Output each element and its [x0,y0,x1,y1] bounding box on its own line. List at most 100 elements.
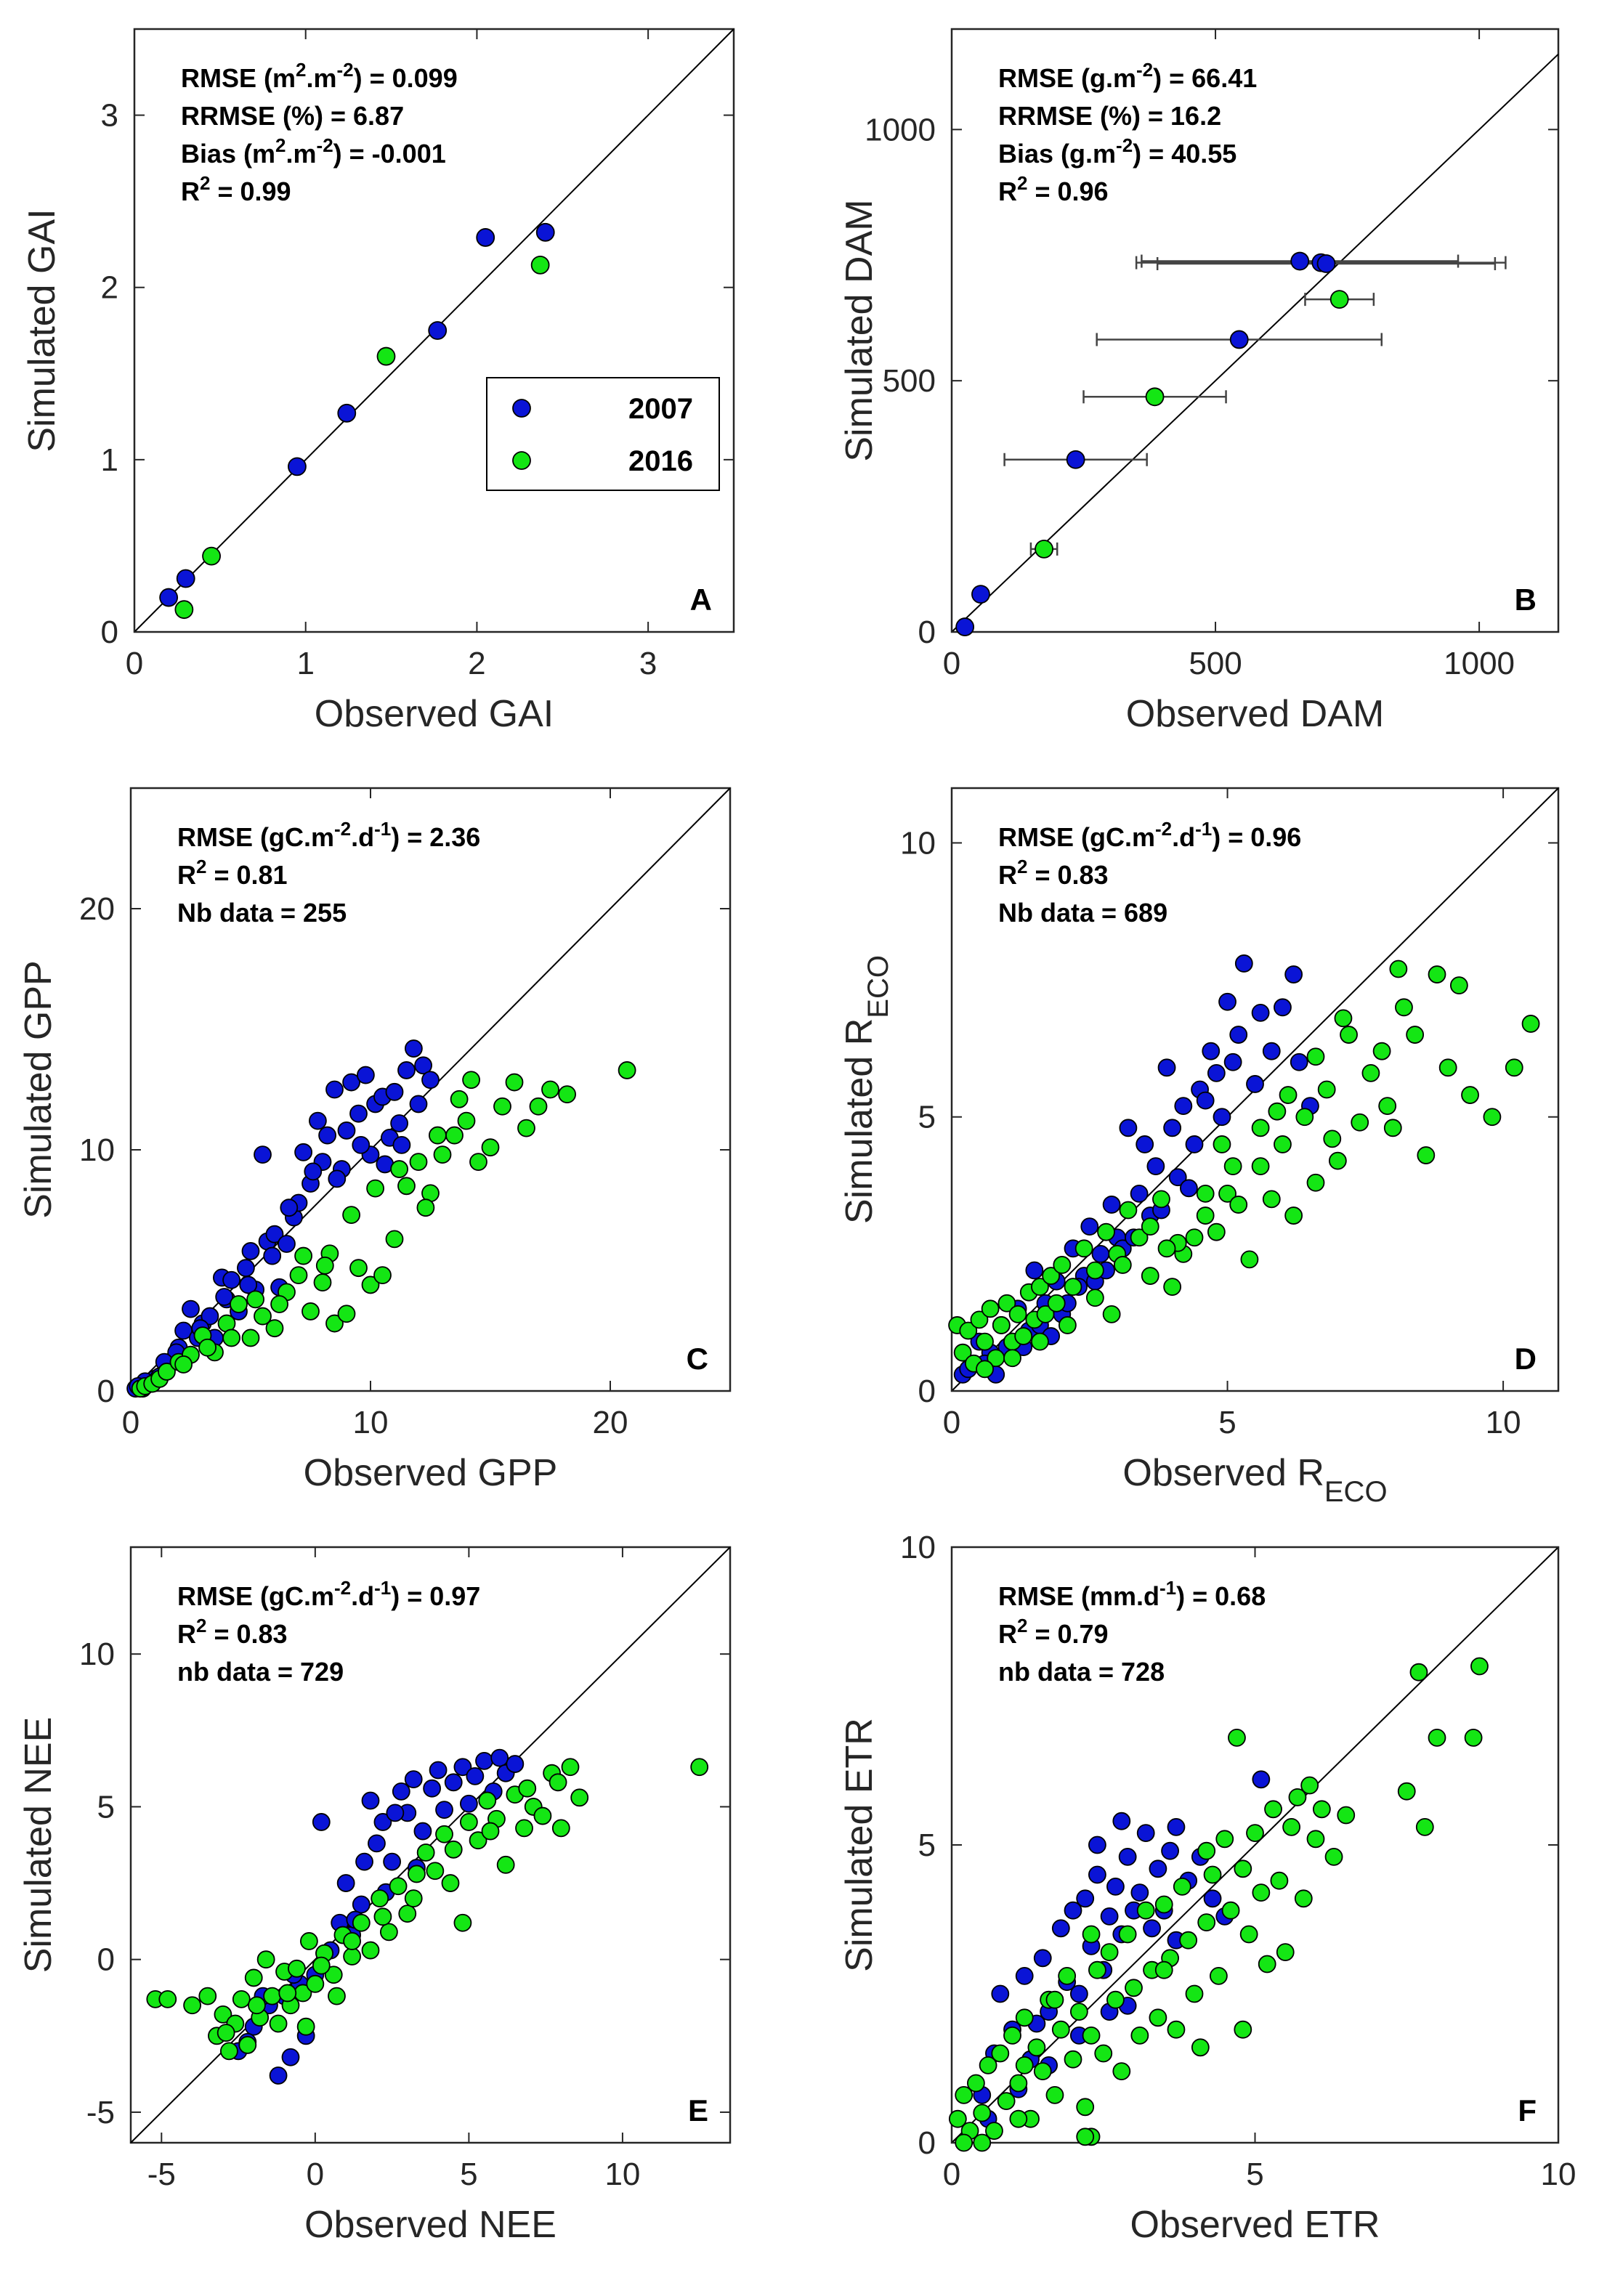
data-point-2007 [336,1874,355,1892]
data-point-2016 [408,1865,426,1883]
data-point-2016 [1239,1925,1258,1944]
data-point-2016 [991,2044,1010,2063]
data-point-2016 [1323,1129,1342,1148]
y-tick-label: 0 [918,614,936,650]
data-point-2016 [379,1923,398,1942]
data-point-2016 [1229,1196,1248,1214]
data-point-2016 [1094,2044,1113,2063]
data-point-2007 [397,1061,416,1079]
x-axis-label: Observed DAM [1126,693,1384,735]
data-point-2007 [337,403,357,423]
data-point-2016 [1246,1824,1264,1843]
data-point-2007 [361,1791,380,1810]
data-point-2007 [356,1066,375,1084]
data-point-2007 [288,457,307,476]
data-point-2007 [413,1822,432,1841]
data-point-2007 [352,1135,371,1154]
data-point-2016 [481,1822,500,1841]
data-point-2007 [254,1145,272,1164]
x-tick-label: 2 [468,646,485,681]
data-point-2016 [389,1877,408,1896]
data-point-2016 [1082,1925,1101,1944]
data-point-2016 [1112,2062,1131,2081]
data-point-2016 [457,1111,476,1130]
data-point-2016 [1270,1871,1289,1890]
data-point-2007 [1106,1877,1125,1896]
data-point-2016 [1036,1305,1055,1323]
data-point-2016 [232,1989,251,2008]
data-point-2007 [409,1095,428,1113]
data-point-2016 [198,1338,217,1357]
data-point-2016 [453,1913,472,1932]
data-point-2016 [1251,1119,1270,1137]
stat-annotation: Bias (g.m-2) = 40.55 [998,134,1236,169]
data-point-2016 [1051,2020,1070,2039]
data-point-2007 [955,617,975,636]
data-point-2016 [1047,1294,1066,1313]
y-tick-label: 20 [79,891,115,927]
data-point-2016 [1003,1349,1021,1368]
data-point-2016 [376,346,396,366]
data-point-2007 [352,1895,371,1914]
data-point-2016 [270,1295,289,1313]
data-point-2016 [970,1310,989,1329]
data-point-2016 [174,1355,193,1374]
data-point-2016 [1149,2008,1167,2027]
data-point-2016 [1306,1047,1325,1066]
data-point-2016 [301,1302,320,1321]
data-point-2016 [1076,2127,1095,2146]
data-point-2016 [1397,1782,1416,1801]
data-point-2016 [325,1314,344,1333]
data-point-2007 [222,1270,241,1289]
y-tick-label: 500 [883,363,936,399]
data-point-2007 [1223,1052,1242,1071]
stat-annotation: nb data = 729 [177,1657,344,1687]
data-point-2016 [1173,1877,1191,1896]
x-tick-label: 0 [943,646,960,681]
data-point-2016 [416,1198,435,1217]
data-point-2016 [1082,2026,1101,2045]
data-point-2016 [481,1138,500,1157]
data-point-2016 [1438,1058,1457,1077]
y-tick-label: 5 [97,1789,115,1825]
data-point-2016 [496,1855,515,1874]
data-point-2016 [248,1996,266,2015]
data-point-2016 [296,2017,315,2036]
data-point-2016 [1264,1800,1282,1819]
data-point-2007 [278,1235,296,1253]
data-point-2007 [342,1073,361,1092]
legend-box [486,377,720,491]
data-point-2016 [1088,1960,1106,1979]
data-point-2016 [435,1825,453,1843]
data-point-2007 [1118,1847,1137,1866]
data-point-2016 [1464,1728,1483,1747]
data-point-2016 [1389,960,1408,978]
data-point-2016 [361,1941,380,1960]
y-tick-label: 1 [101,442,118,478]
x-tick-label: 10 [1486,1405,1521,1440]
data-point-2007 [325,1080,344,1099]
data-point-2007 [466,1766,485,1785]
y-axis-label: Simulated NEE [17,1717,60,1973]
data-point-2016 [1334,1009,1353,1028]
data-point-2016 [373,1266,392,1285]
data-point-2007 [392,1135,411,1154]
x-tick-label: 20 [593,1405,628,1440]
data-point-2007 [1146,1157,1165,1176]
data-point-2007 [386,1804,405,1822]
data-point-2007 [1025,1261,1044,1280]
data-point-2016 [315,1256,334,1275]
data-point-2016 [1009,2109,1028,2128]
data-point-2016 [549,1773,567,1792]
data-point-2007 [385,1082,404,1101]
series-2016 [146,1758,709,2061]
stat-annotation: RMSE (gC.m-2.d-1) = 0.97 [177,1577,480,1611]
data-point-2016 [959,1321,978,1340]
data-point-2016 [478,1791,497,1810]
data-point-2016 [541,1080,559,1099]
data-point-2016 [238,2036,257,2054]
data-point-2016 [1119,1201,1138,1220]
x-tick-label: 0 [943,2157,960,2192]
panel-label: D [1515,1342,1537,1376]
data-point-2016 [1329,290,1349,309]
